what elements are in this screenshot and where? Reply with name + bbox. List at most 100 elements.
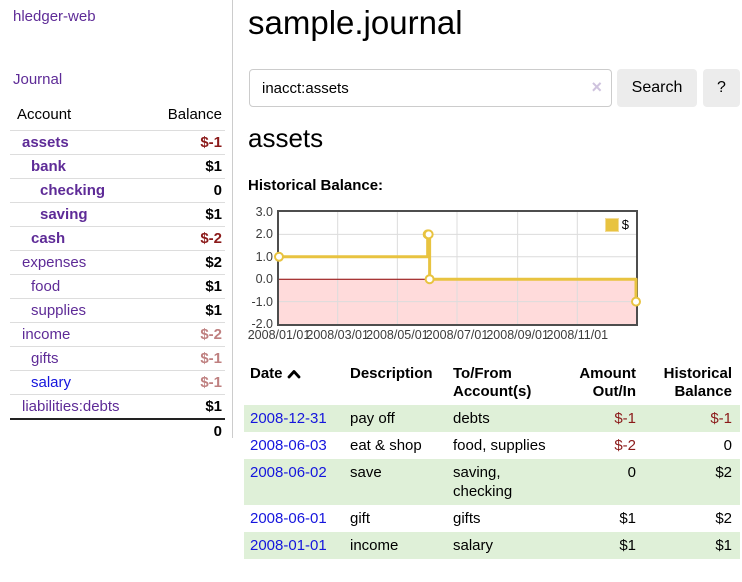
transaction-balance: $1 xyxy=(715,537,732,554)
account-page-title: assets xyxy=(248,123,324,153)
y-axis-tick-label: 0.0 xyxy=(255,272,273,287)
y-axis-tick-label: -2.0 xyxy=(251,317,273,331)
account-link[interactable]: gifts xyxy=(31,350,59,367)
account-row: gifts $-1 xyxy=(10,346,225,371)
account-row: assets $-1 xyxy=(10,130,225,155)
transaction-date-link[interactable]: 2008-01-01 xyxy=(250,537,327,554)
account-link[interactable]: income xyxy=(22,326,71,343)
accounts-total-value: 0 xyxy=(151,418,225,443)
account-link[interactable]: salary xyxy=(31,374,72,391)
y-axis-tick-label: 1.0 xyxy=(255,249,273,264)
account-column-header: Account xyxy=(17,106,72,123)
legend-swatch-icon xyxy=(604,217,619,232)
transaction-description: pay off xyxy=(350,410,395,427)
x-axis-tick-label: 2008/09/01 xyxy=(486,328,549,342)
transaction-description: income xyxy=(350,537,399,554)
transaction-amount: $-1 xyxy=(614,410,636,427)
accounts-table: Account Balance assets $-1 bank $1 checkin… xyxy=(10,104,225,443)
search-input[interactable] xyxy=(249,69,612,107)
y-axis-tick-label: 3.0 xyxy=(255,205,273,219)
transaction-accounts: gifts xyxy=(453,510,481,527)
transaction-row: 2008-01-01 income salary $1 $1 xyxy=(244,532,740,559)
transaction-description: eat & shop xyxy=(350,437,422,454)
x-axis-tick-label: 2008/11/01 xyxy=(546,328,609,342)
account-balance: $1 xyxy=(151,274,225,299)
transaction-accounts: saving, checking xyxy=(453,464,513,500)
account-link[interactable]: cash xyxy=(31,230,66,247)
account-balance: $1 xyxy=(151,298,225,323)
transaction-description: gift xyxy=(350,510,371,527)
account-row: supplies $1 xyxy=(10,298,225,323)
transaction-row: 2008-06-03 eat & shop food, supplies $-2… xyxy=(244,432,740,459)
help-button[interactable]: ? xyxy=(703,69,740,107)
legend-label: $ xyxy=(621,217,629,232)
chart-section-label: Historical Balance: xyxy=(248,177,384,194)
x-axis-tick-label: 2008/05/01 xyxy=(366,328,429,342)
account-link[interactable]: assets xyxy=(22,134,69,151)
search-field-wrap: × xyxy=(249,69,612,107)
y-axis-tick-label: -1.0 xyxy=(251,294,273,309)
account-balance: $-2 xyxy=(151,226,225,251)
account-row: saving $1 xyxy=(10,202,225,227)
account-balance: $1 xyxy=(151,154,225,179)
account-row: income $-2 xyxy=(10,322,225,347)
transaction-balance: $2 xyxy=(715,510,732,527)
transaction-date-link[interactable]: 2008-06-02 xyxy=(250,464,327,481)
transaction-row: 2008-12-31 pay off debts $-1 $-1 xyxy=(244,405,740,432)
clear-search-icon[interactable]: × xyxy=(591,77,602,97)
description-column-header[interactable]: Description xyxy=(350,365,433,382)
balance-column-header: Balance xyxy=(167,106,222,123)
transaction-balance: 0 xyxy=(723,437,732,454)
balance-column-header[interactable]: Historical Balance xyxy=(663,365,732,400)
account-row: liabilities:debts $1 xyxy=(10,394,225,419)
register-table: Date Description To/From Account(s) Amou… xyxy=(244,363,740,559)
account-balance: 0 xyxy=(151,178,225,203)
chart-plot-area: $ xyxy=(274,210,641,326)
account-link[interactable]: expenses xyxy=(22,254,87,271)
account-link[interactable]: liabilities:debts xyxy=(22,398,120,415)
sort-ascending-icon xyxy=(287,370,300,379)
x-axis-tick-label: 2008/03/01 xyxy=(306,328,369,342)
account-row: expenses $2 xyxy=(10,250,225,275)
transaction-balance: $-1 xyxy=(710,410,732,427)
account-link[interactable]: checking xyxy=(40,182,106,199)
transaction-amount: $1 xyxy=(619,510,636,527)
transaction-accounts: food, supplies xyxy=(453,437,546,454)
transaction-date-link[interactable]: 2008-12-31 xyxy=(250,410,327,427)
account-balance: $-1 xyxy=(151,346,225,371)
account-balance: $1 xyxy=(151,394,225,419)
account-row: checking 0 xyxy=(10,178,225,203)
nav-journal-link[interactable]: Journal xyxy=(13,71,63,88)
transaction-date-link[interactable]: 2008-06-01 xyxy=(250,510,327,527)
account-balance: $1 xyxy=(151,202,225,227)
register-header-row: Date Description To/From Account(s) Amou… xyxy=(244,363,740,405)
transaction-accounts: debts xyxy=(453,410,490,427)
accounts-column-header[interactable]: To/From Account(s) xyxy=(453,365,532,400)
account-balance: $-1 xyxy=(151,370,225,395)
app-brand-link[interactable]: hledger-web xyxy=(13,8,96,25)
account-link[interactable]: bank xyxy=(31,158,67,175)
sidebar-divider xyxy=(232,0,233,438)
x-axis-tick-label: 2008/07/01 xyxy=(425,328,489,342)
account-row: bank $1 xyxy=(10,154,225,179)
accounts-total-row: 0 xyxy=(10,418,225,443)
date-column-header[interactable]: Date xyxy=(244,363,344,405)
account-link[interactable]: saving xyxy=(40,206,88,223)
historical-balance-chart: $ -2.0 -1.0 0.0 1.0 2.0 3.0 2008/01/01 2008/03/… xyxy=(247,202,692,350)
search-button[interactable]: Search xyxy=(617,69,697,107)
chart-legend: $ xyxy=(602,216,631,233)
x-axis-tick-label: 2008/01/01 xyxy=(247,328,311,342)
transaction-amount: $1 xyxy=(619,537,636,554)
amount-column-header[interactable]: Amount Out/In xyxy=(579,365,636,400)
account-balance: $2 xyxy=(151,250,225,275)
account-link[interactable]: supplies xyxy=(31,302,87,319)
account-link[interactable]: food xyxy=(31,278,61,295)
transaction-row: 2008-06-02 save saving, checking 0 $2 xyxy=(244,459,740,505)
transaction-amount: $-2 xyxy=(614,437,636,454)
transaction-date-link[interactable]: 2008-06-03 xyxy=(250,437,327,454)
page-title: sample.journal xyxy=(248,4,463,41)
account-balance: $-2 xyxy=(151,322,225,347)
y-axis-tick-label: 2.0 xyxy=(255,227,273,242)
transaction-accounts: salary xyxy=(453,537,494,554)
transaction-balance: $2 xyxy=(715,464,732,481)
